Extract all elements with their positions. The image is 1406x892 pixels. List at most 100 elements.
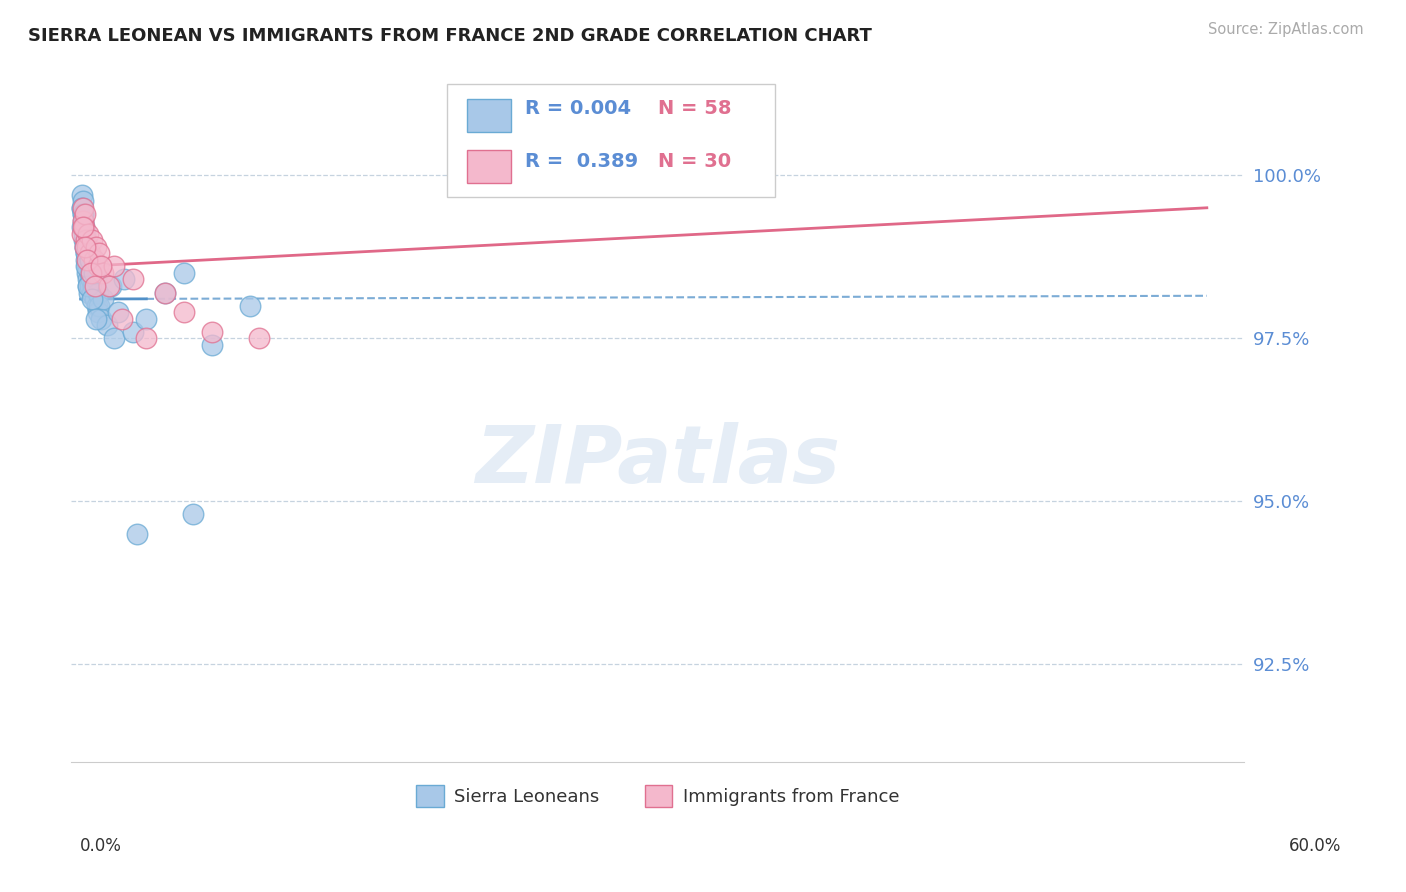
Text: N = 30: N = 30 xyxy=(658,153,731,171)
Point xyxy=(77,252,100,267)
Point xyxy=(80,292,103,306)
Point xyxy=(80,272,103,286)
Point xyxy=(76,260,98,274)
Point xyxy=(83,252,105,267)
Point xyxy=(125,526,148,541)
Point xyxy=(135,331,157,345)
Point xyxy=(73,233,96,247)
Point xyxy=(84,311,107,326)
Point xyxy=(89,299,111,313)
Point xyxy=(70,187,93,202)
Point xyxy=(238,299,260,313)
Point xyxy=(73,220,96,235)
Point xyxy=(79,260,101,274)
Point xyxy=(75,207,97,221)
Point xyxy=(83,266,105,280)
Point xyxy=(97,279,120,293)
Point xyxy=(87,285,110,300)
Point xyxy=(122,325,145,339)
Text: N = 58: N = 58 xyxy=(658,99,731,119)
Text: Source: ZipAtlas.com: Source: ZipAtlas.com xyxy=(1208,22,1364,37)
Text: R = 0.004: R = 0.004 xyxy=(526,99,631,119)
Text: SIERRA LEONEAN VS IMMIGRANTS FROM FRANCE 2ND GRADE CORRELATION CHART: SIERRA LEONEAN VS IMMIGRANTS FROM FRANCE… xyxy=(28,27,872,45)
Point xyxy=(96,318,118,332)
FancyBboxPatch shape xyxy=(467,151,512,183)
Point xyxy=(77,279,100,293)
FancyBboxPatch shape xyxy=(467,99,512,132)
Point xyxy=(91,266,114,280)
Point xyxy=(73,220,96,235)
Point xyxy=(73,227,96,241)
Point xyxy=(83,292,105,306)
Point xyxy=(90,311,112,326)
Text: 0.0%: 0.0% xyxy=(80,837,122,855)
Point xyxy=(73,240,96,254)
Point xyxy=(153,285,176,300)
Point xyxy=(80,266,103,280)
Point xyxy=(77,227,100,241)
Point xyxy=(80,285,103,300)
Point xyxy=(76,266,98,280)
Point xyxy=(75,233,97,247)
Point xyxy=(79,266,101,280)
Point xyxy=(86,305,108,319)
Point xyxy=(91,292,114,306)
Point xyxy=(77,285,100,300)
Point xyxy=(83,252,105,267)
Point xyxy=(80,266,103,280)
Point xyxy=(90,260,112,274)
Point xyxy=(80,233,103,247)
Point xyxy=(73,240,96,254)
Point xyxy=(112,272,135,286)
Point xyxy=(84,272,107,286)
Point xyxy=(103,260,125,274)
Point xyxy=(153,285,176,300)
Point xyxy=(79,246,101,260)
Point xyxy=(70,227,93,241)
FancyBboxPatch shape xyxy=(447,84,775,197)
Point xyxy=(84,240,107,254)
Point xyxy=(103,331,125,345)
Point xyxy=(86,260,108,274)
Point xyxy=(79,252,101,267)
Point xyxy=(72,214,94,228)
Point xyxy=(76,240,98,254)
Point xyxy=(70,201,93,215)
Point xyxy=(72,207,94,221)
Point xyxy=(122,272,145,286)
Point xyxy=(82,279,104,293)
Point xyxy=(73,240,96,254)
Point xyxy=(111,311,134,326)
Point xyxy=(201,337,224,351)
Point xyxy=(76,272,98,286)
Point xyxy=(83,279,105,293)
Point xyxy=(77,279,100,293)
Point xyxy=(181,507,204,521)
Point xyxy=(100,279,122,293)
Point xyxy=(75,246,97,260)
Point xyxy=(75,260,97,274)
Point xyxy=(72,220,94,235)
Point xyxy=(72,194,94,209)
Point xyxy=(75,246,97,260)
Point xyxy=(135,311,157,326)
Point xyxy=(173,266,195,280)
Point xyxy=(75,252,97,267)
Point xyxy=(76,252,98,267)
Point xyxy=(75,227,97,241)
Point xyxy=(89,246,111,260)
Point xyxy=(72,220,94,235)
Legend: Sierra Leoneans, Immigrants from France: Sierra Leoneans, Immigrants from France xyxy=(409,778,907,814)
Point xyxy=(107,305,129,319)
Point xyxy=(72,201,94,215)
Point xyxy=(72,214,94,228)
Point xyxy=(247,331,270,345)
Point xyxy=(173,305,195,319)
Point xyxy=(72,207,94,221)
Point xyxy=(79,279,101,293)
Point xyxy=(70,201,93,215)
Text: R =  0.389: R = 0.389 xyxy=(526,153,638,171)
Text: 60.0%: 60.0% xyxy=(1288,837,1341,855)
Point xyxy=(86,299,108,313)
Point xyxy=(201,325,224,339)
